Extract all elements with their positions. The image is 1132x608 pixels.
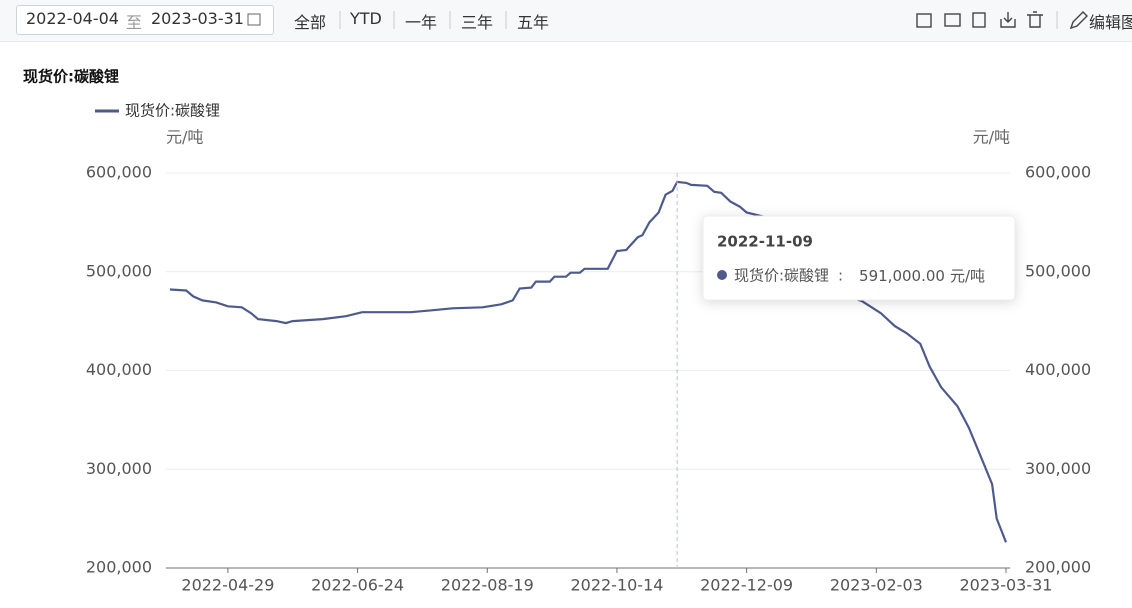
delete-icon[interactable] (1027, 11, 1043, 28)
icon[interactable] (972, 12, 986, 28)
chart-title: 现货价:碳酸锂 (23, 68, 119, 86)
edit-icon[interactable] (1069, 11, 1088, 30)
download-icon[interactable] (1000, 12, 1016, 28)
chart: 现货价:碳酸锂 元/吨 元/吨 200,000 300,000 400,000 500… (23, 68, 1091, 595)
x-tick-label: 2022-10-14 (570, 576, 663, 595)
y2-tick-label: 300,000 (1025, 459, 1091, 478)
date-sep: 至 (126, 13, 143, 32)
tooltip-date: 2022-11-09 (717, 233, 813, 251)
y2-axis-unit: 元/吨 (973, 128, 1010, 147)
date-from[interactable]: 2022-04-04 (26, 9, 119, 28)
tooltip-box (702, 215, 1016, 301)
x-tick-label: 2022-08-19 (441, 576, 534, 595)
tooltip-value: 591,000.00 元/吨 (859, 267, 985, 285)
range-button[interactable]: 一年 (405, 13, 438, 32)
date-range[interactable] (16, 5, 274, 35)
calendar-icon[interactable] (247, 13, 261, 26)
x-tick-label: 2023-03-31 (960, 576, 1053, 595)
tooltip-value-label: 591,000.00 (859, 267, 945, 285)
tooltip-colon: : (838, 267, 843, 285)
y2-tick-label: 400,000 (1025, 360, 1091, 379)
tooltip: 2022-11-09 现货价:碳酸锂:591,000.00 元/吨 (702, 215, 1016, 301)
x-tick-label: 2022-04-29 (181, 576, 274, 595)
y-tick-label: 500,000 (86, 261, 152, 280)
range-button[interactable]: 三年 (461, 13, 494, 32)
icon[interactable] (944, 13, 961, 27)
y-tick-label: 400,000 (86, 360, 152, 379)
range-button[interactable]: 五年 (517, 13, 550, 32)
y-tick-label: 600,000 (86, 163, 152, 182)
date-to[interactable]: 2023-03-31 (151, 9, 244, 28)
y2-tick-label: 200,000 (1025, 558, 1091, 577)
y-axis-unit: 元/吨 (166, 128, 203, 147)
range-button[interactable]: 全部 (294, 13, 327, 32)
toolbar-icons (247, 11, 1088, 30)
y-tick-label: 200,000 (86, 558, 152, 577)
tooltip-unit: 元/吨 (950, 267, 985, 285)
legend-label: 现货价:碳酸锂 (125, 102, 220, 120)
tooltip-marker (717, 270, 727, 280)
icon[interactable] (916, 13, 932, 28)
y-tick-label: 300,000 (86, 459, 152, 478)
x-tick-label: 2022-12-09 (700, 576, 793, 595)
x-tick-label: 2022-06-24 (311, 576, 404, 595)
toolbar: 2022-04-04 至 2023-03-31 全部 YTD 一年 三年 五年 … (0, 0, 1132, 42)
x-tick-label: 2023-02-03 (830, 576, 923, 595)
y2-tick-label: 600,000 (1025, 163, 1091, 182)
edit-button[interactable]: 编辑图 (1089, 13, 1132, 32)
y2-tick-label: 500,000 (1025, 261, 1091, 280)
series-line (169, 180, 1008, 543)
tooltip-series: 现货价:碳酸锂 (734, 267, 829, 285)
range-button[interactable]: YTD (350, 9, 382, 28)
